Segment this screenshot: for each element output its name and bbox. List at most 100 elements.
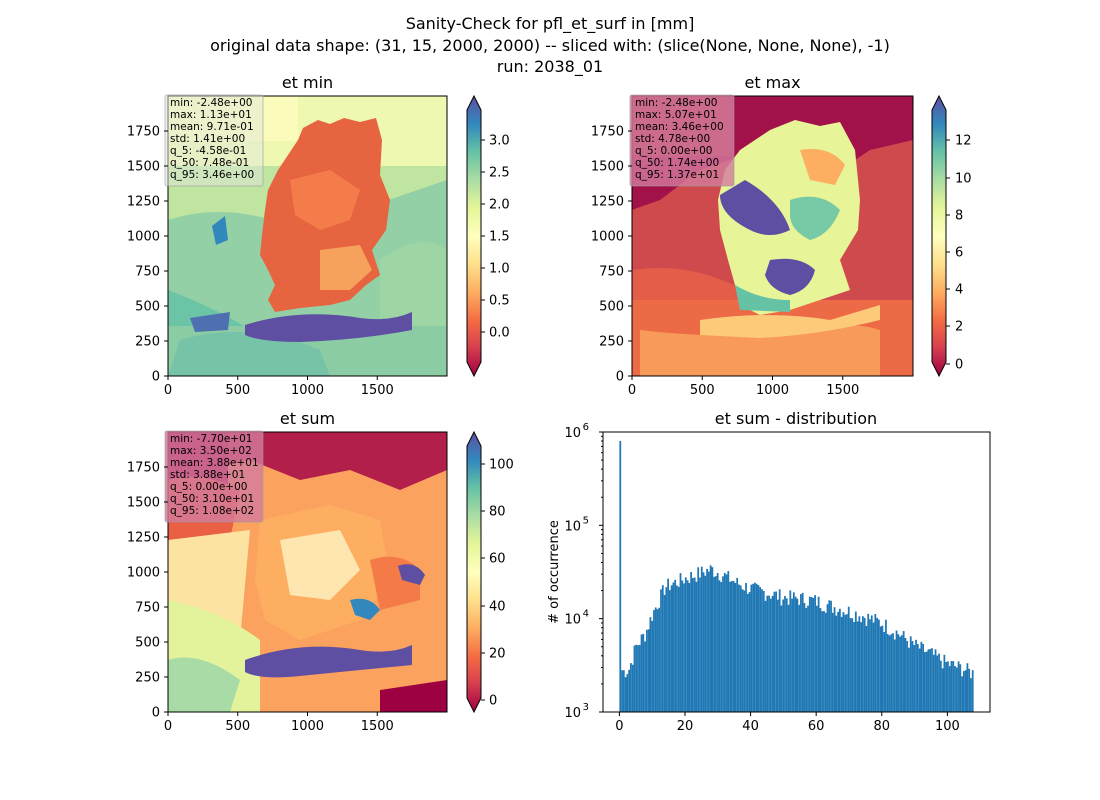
histogram-bar: [624, 677, 627, 712]
histogram-bar: [729, 581, 731, 712]
y-tick-exponent: 6: [583, 422, 589, 433]
colorbar-tick-label: 0: [489, 694, 497, 709]
histogram-bar: [869, 619, 871, 712]
histogram-bar: [927, 649, 930, 712]
y-tick-label: 10: [564, 426, 581, 441]
histogram-bar: [792, 592, 795, 712]
x-tick-label: 0: [615, 719, 623, 734]
panel-title-et-min: et min: [282, 73, 333, 92]
histogram-bar: [906, 641, 909, 712]
histogram-bar: [801, 592, 804, 712]
histogram-bar: [713, 576, 716, 712]
stat-line: q_50: 1.74e+00: [635, 157, 719, 169]
x-axis-et-sum: 0 500 1000 1500: [164, 712, 394, 734]
histogram-bar: [734, 582, 737, 712]
histogram-bar: [900, 635, 903, 712]
histogram-bar: [849, 618, 852, 712]
histogram-bar: [870, 615, 873, 712]
x-tick-label: 500: [225, 383, 250, 398]
histogram-bar: [915, 639, 917, 712]
histogram-bar: [830, 600, 832, 712]
histogram-bar: [794, 596, 797, 712]
histogram-bar: [769, 598, 772, 712]
histogram-bar: [761, 589, 763, 712]
histogram-bar: [674, 579, 677, 712]
histogram-bar: [815, 605, 818, 712]
suptitle-line2: original data shape: (31, 15, 2000, 2000…: [210, 36, 890, 55]
histogram-bar: [879, 626, 882, 712]
y-tick-label: 1000: [127, 566, 160, 581]
histogram-bar: [867, 613, 870, 712]
histogram-bar: [739, 585, 742, 712]
histogram-bar: [846, 614, 848, 712]
histogram-bar: [941, 668, 944, 712]
histogram-bar: [777, 599, 779, 712]
x-axis-et-min: 0 500 1000 1500: [164, 376, 394, 398]
y-tick-label: 1750: [127, 125, 160, 140]
histogram-bar: [621, 670, 623, 712]
stat-line: q_95: 1.37e+01: [635, 169, 719, 181]
histogram-bar: [934, 649, 937, 712]
histogram-bar: [711, 567, 714, 712]
histogram-bar: [892, 633, 894, 712]
x-tick-label: 1500: [361, 383, 394, 398]
histogram-bar: [722, 576, 724, 712]
x-tick-label: 0: [628, 383, 636, 398]
histogram-bar: [877, 619, 880, 712]
x-axis-et-max: 0 500 1000 1500: [628, 376, 859, 398]
histogram-bar: [670, 585, 673, 712]
histogram-bar: [853, 621, 855, 712]
histogram-bar: [707, 571, 710, 712]
x-tick-label: 0: [164, 383, 172, 398]
histogram-bar: [837, 611, 839, 712]
histogram-bar: [886, 634, 889, 712]
histogram-bar: [702, 572, 705, 712]
stat-line: std: 3.88e+01: [170, 469, 245, 481]
histogram-bar: [814, 595, 816, 712]
histogram-bar: [715, 576, 717, 712]
histogram-bar: [911, 641, 914, 712]
histogram-bar: [622, 670, 625, 712]
histogram-bar: [938, 653, 940, 712]
x-tick-label: 1000: [756, 383, 789, 398]
y-tick-exponent: 4: [583, 609, 589, 620]
histogram-bar: [630, 663, 632, 712]
y-tick-exponent: 3: [583, 702, 589, 713]
histogram-bar: [704, 575, 707, 712]
colorbar-tick-label: 1.5: [489, 230, 510, 245]
histogram-bar: [668, 590, 671, 712]
colorbar-et-max: 0 2 4 6 8 10 12: [931, 94, 972, 378]
colorbar-tick-label: 0.5: [489, 294, 510, 309]
histogram-bar: [752, 583, 754, 712]
histogram-bar: [638, 644, 641, 712]
suptitle-line3: run: 2038_01: [497, 57, 603, 77]
histogram-bar: [897, 634, 900, 712]
histogram-bar: [858, 616, 861, 712]
histogram-bar: [773, 591, 776, 712]
histogram-bar: [839, 608, 841, 712]
panel-et-sum: et sum min: -7.70e+01 max: 3.50e+02 mean…: [127, 409, 514, 734]
histogram-bar: [885, 619, 887, 712]
histogram-bar: [847, 606, 850, 712]
x-tick-label: 1000: [291, 719, 324, 734]
x-tick-label: 80: [873, 719, 890, 734]
histogram-bar: [766, 595, 769, 712]
histogram-bar: [883, 631, 886, 712]
histogram-bar: [700, 566, 703, 712]
histogram-bar: [723, 572, 726, 712]
histogram-bar: [745, 582, 747, 712]
x-tick-label: 500: [225, 719, 250, 734]
y-tick-label: 1000: [127, 230, 160, 245]
colorbar-tick-label: 12: [955, 134, 972, 149]
histogram-bar: [948, 666, 951, 712]
stat-line: mean: 9.71e-01: [170, 121, 254, 133]
histogram-bar: [918, 648, 921, 712]
colorbar-tick-label: 2: [955, 320, 963, 335]
histogram-bar: [782, 599, 785, 712]
histogram-bar: [762, 590, 765, 712]
histogram-bar: [950, 661, 953, 712]
y-tick-label: 500: [599, 300, 624, 315]
histogram-bar: [640, 634, 643, 712]
stat-line: q_50: 3.10e+01: [170, 493, 254, 505]
